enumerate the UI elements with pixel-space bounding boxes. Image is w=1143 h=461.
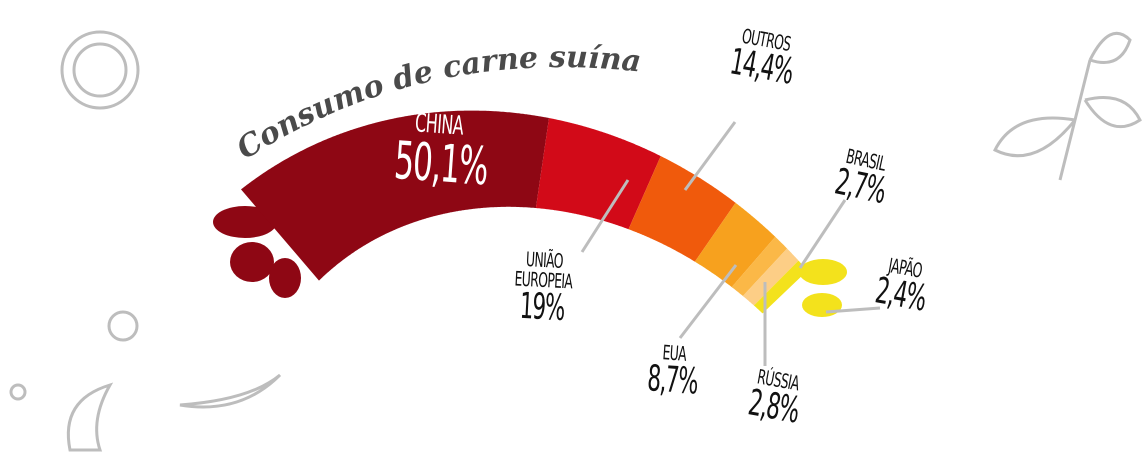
segment	[241, 110, 549, 281]
segment	[742, 248, 799, 306]
sausage-knot	[213, 206, 301, 298]
leader-line	[683, 121, 737, 191]
segment	[694, 202, 776, 288]
label: CHINA 50,1%	[365, 107, 510, 198]
segments	[241, 110, 808, 314]
segment	[753, 260, 808, 314]
tip	[799, 259, 847, 285]
value-label: 8,7%	[645, 358, 699, 403]
doodle	[60, 30, 140, 110]
leader-line	[678, 264, 738, 339]
doodles	[9, 30, 1142, 452]
knot	[269, 258, 301, 298]
value-label: 50,1%	[392, 131, 490, 198]
doodle	[9, 383, 27, 401]
doodle	[107, 310, 139, 342]
doodle	[72, 42, 128, 98]
segment	[628, 156, 736, 262]
doodle	[179, 373, 282, 409]
segment	[535, 118, 661, 230]
knot	[230, 242, 274, 282]
doodle	[992, 31, 1142, 181]
category-label: UNIÃO EUROPEIA	[513, 247, 573, 294]
value-label: 19%	[518, 285, 566, 330]
segment	[731, 236, 788, 296]
leader-line	[580, 179, 630, 253]
leader-line	[798, 199, 847, 269]
leader-line	[825, 306, 881, 314]
doodle	[66, 382, 114, 452]
knot	[213, 206, 277, 238]
label: UNIÃO EUROPEIA 19%	[486, 247, 600, 329]
